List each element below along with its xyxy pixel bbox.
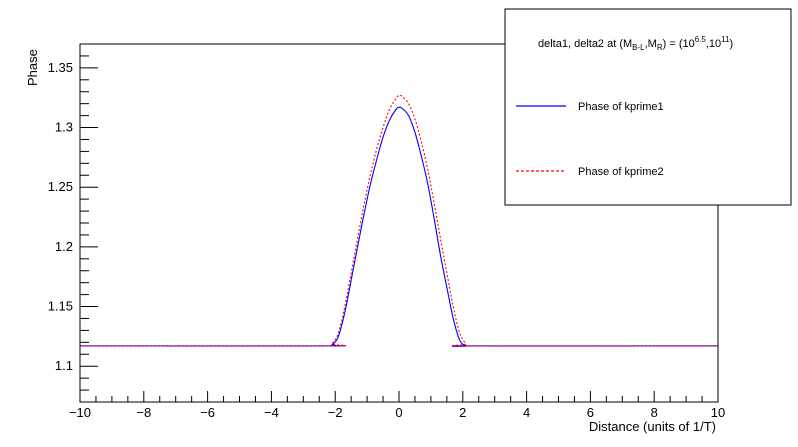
x-tick-label: 2 [459,405,466,420]
y-tick-label: 1.2 [55,239,73,254]
y-tick-label: 1.15 [48,299,73,314]
series-line-2 [79,94,719,347]
legend-header: delta1, delta2 at (MB-L,MR) = (106.5,101… [538,35,733,52]
legend-label-kprime1: Phase of kprime1 [578,101,664,113]
y-tick-label: 1.3 [55,120,73,135]
x-tick-label: 4 [523,405,530,420]
series-line-1 [79,106,718,347]
legend: delta1, delta2 at (MB-L,MR) = (106.5,101… [504,8,792,206]
x-tick-label: 6 [587,405,594,420]
series-layer [79,94,719,347]
x-tick-label: 8 [651,405,658,420]
y-axis-title: Phase [25,49,40,86]
legend-header-sup-1: 6.5 [695,35,707,44]
x-tick-label: −4 [264,405,279,420]
x-tick-label: −6 [200,405,215,420]
legend-label-kprime2: Phase of kprime2 [578,166,664,178]
legend-header-sub-bl: B-L [632,43,645,52]
legend-box [504,8,792,206]
x-tick-label: −2 [328,405,343,420]
y-tick-label: 1.35 [48,60,73,75]
x-tick-label: 10 [711,405,725,420]
x-tick-label: 0 [395,405,402,420]
y-tick-label: 1.1 [55,358,73,373]
x-axis-title: Distance (units of 1/T) [589,419,716,434]
y-tick-label: 1.25 [48,179,73,194]
legend-header-sub-r: R [657,43,663,52]
x-tick-label: −8 [136,405,151,420]
x-tick-label: −10 [69,405,91,420]
x-axis: −10 −8 −6 −4 −2 0 2 4 6 8 10 [69,391,725,420]
legend-header-sup-2: 11 [721,35,730,44]
y-axis: 1.1 1.15 1.2 1.25 1.3 1.35 [48,43,98,403]
